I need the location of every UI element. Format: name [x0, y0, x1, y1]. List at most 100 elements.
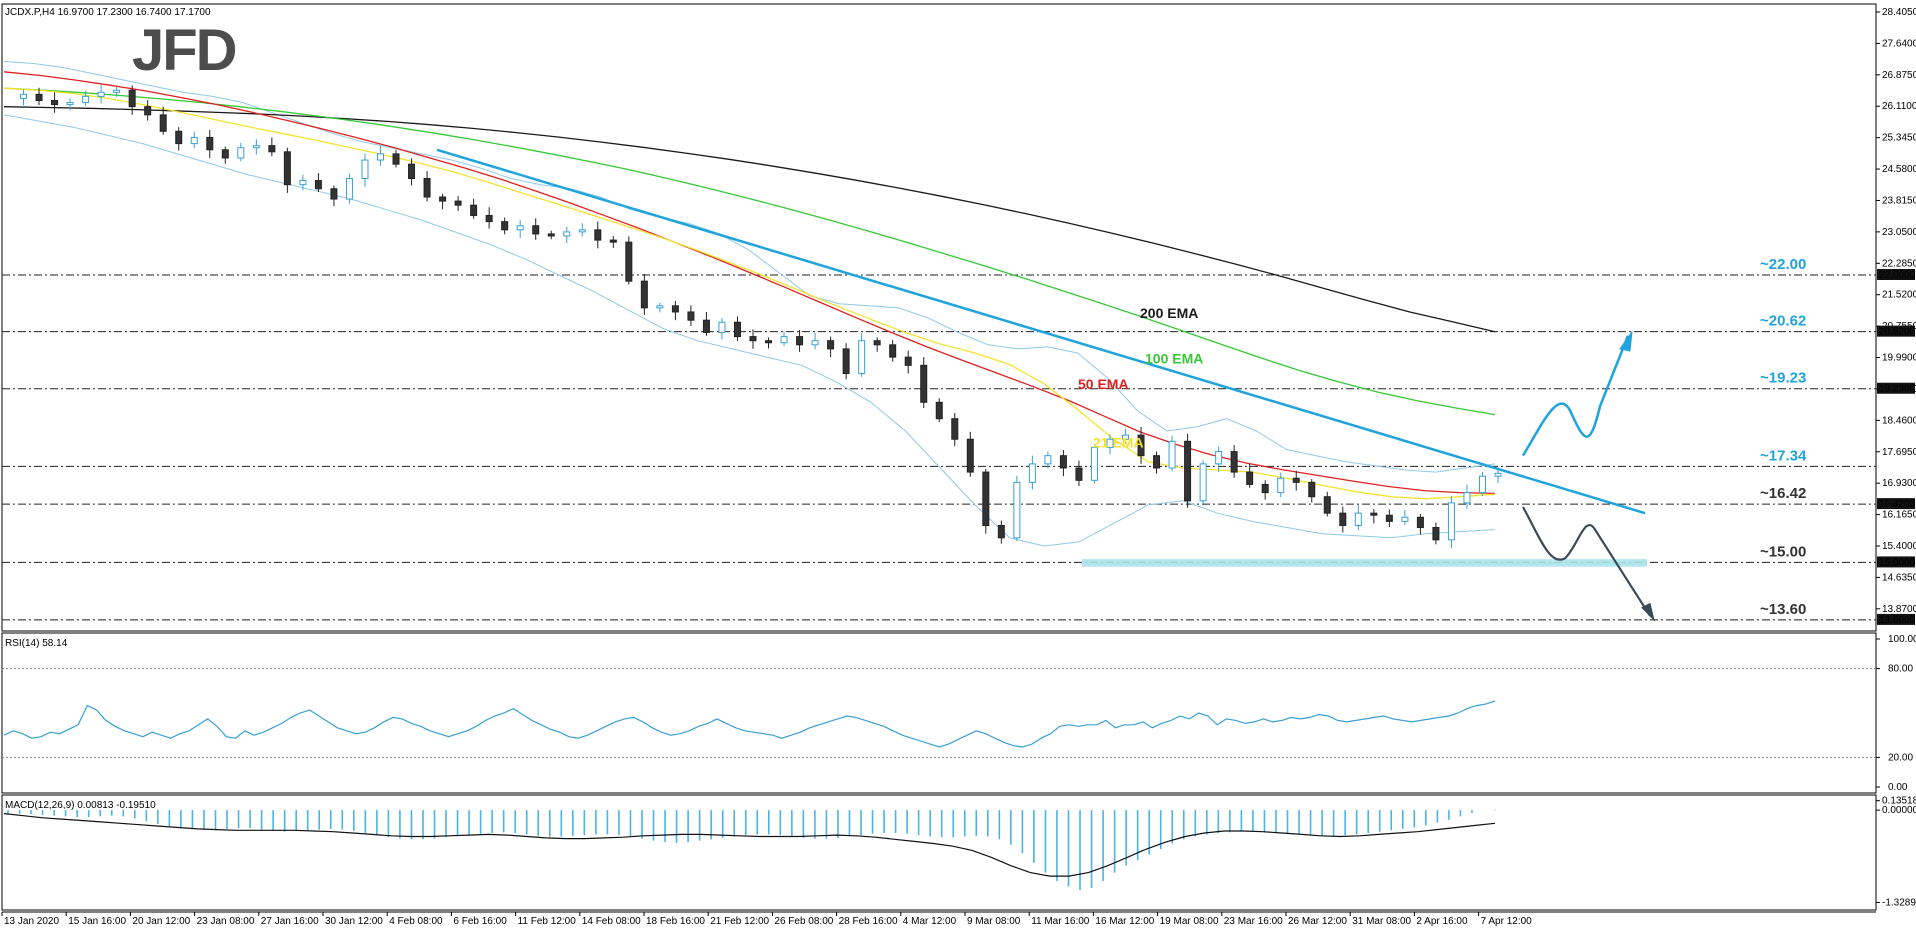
candle-bear	[454, 200, 462, 206]
x-tick-label: 9 Mar 08:00	[967, 916, 1021, 927]
candle-bear	[827, 340, 835, 350]
candle-bear	[594, 229, 602, 241]
support-zone	[1082, 559, 1647, 567]
y-tick-label: 27.6400	[1882, 38, 1916, 49]
candle-bull	[780, 336, 788, 344]
y-tick-label: 17.6950	[1882, 447, 1916, 458]
candle-bull	[1447, 502, 1455, 541]
candle-bear	[1385, 514, 1393, 522]
candle-bear	[1246, 471, 1254, 485]
y-tick-label: 15.4000	[1882, 541, 1916, 552]
rsi-tick-label: 20.00	[1888, 752, 1913, 763]
candle-bear	[159, 114, 167, 132]
candle-bull	[1013, 481, 1021, 539]
downtrend-line	[436, 148, 1646, 515]
candle-bear	[1308, 481, 1316, 498]
candle-bull	[1277, 477, 1285, 494]
candle-bear	[1230, 451, 1238, 473]
jfd-logo: JFD	[132, 18, 238, 83]
candle-bull	[1463, 492, 1471, 504]
candle-bear	[485, 214, 493, 223]
bullish-scenario-arrow	[1521, 335, 1630, 457]
y-tick-label: 24.5800	[1882, 164, 1916, 175]
level-tag: 16.4200	[1879, 499, 1916, 510]
x-tick-label: 27 Jan 16:00	[261, 916, 319, 927]
candle-bull	[718, 321, 726, 333]
x-tick-label: 21 Feb 12:00	[710, 916, 769, 927]
candle-bear	[1075, 467, 1083, 481]
candle-bear	[873, 340, 881, 346]
candle-bear	[1339, 512, 1347, 526]
level-tag-bg	[1877, 382, 1915, 394]
candle-bear	[439, 196, 447, 202]
x-tick-label: 23 Mar 16:00	[1224, 916, 1283, 927]
x-tick-label: 14 Feb 08:00	[582, 916, 641, 927]
x-tick-label: 30 Jan 12:00	[325, 916, 383, 927]
candle-bear	[547, 233, 555, 237]
candle-bear	[532, 225, 540, 235]
x-tick-label: 7 Apr 12:00	[1481, 916, 1533, 927]
candle-bull	[656, 305, 664, 309]
candle-bull	[858, 340, 866, 375]
candle-bull	[237, 147, 245, 159]
candle-bear	[687, 311, 695, 321]
candle-bear	[1323, 496, 1331, 514]
y-tick-label: 16.1650	[1882, 510, 1916, 521]
candle-bull	[1106, 438, 1114, 448]
rsi-tick-label: 80.00	[1888, 664, 1913, 675]
y-tick-label: 19.9900	[1882, 353, 1916, 364]
x-tick-label: 28 Feb 16:00	[839, 916, 898, 927]
bollinger-lower	[3, 114, 1496, 547]
level-label: ~16.42	[1760, 485, 1806, 502]
level-tag-bg	[1877, 498, 1915, 510]
y-tick-label: 14.6350	[1882, 572, 1916, 583]
candle-bear	[1370, 512, 1378, 516]
level-label: ~20.62	[1760, 313, 1806, 330]
candle-bear	[206, 136, 214, 151]
candle-bull	[1168, 440, 1176, 469]
y-tick-label: 21.5200	[1882, 290, 1916, 301]
x-tick-label: 13 Jan 2020	[4, 916, 59, 927]
candle-bull	[20, 93, 28, 99]
candle-bear	[1292, 477, 1300, 483]
candle-bear	[392, 153, 400, 165]
y-tick-label: 25.3450	[1882, 133, 1916, 144]
macd-tick-label: 0.13518	[1882, 796, 1916, 807]
candle-bull	[82, 95, 90, 104]
candle-bear	[982, 471, 990, 526]
candle-bull	[190, 136, 198, 145]
rsi-pane-border	[1, 632, 1877, 794]
candle-bear	[765, 340, 773, 344]
candle-bull	[1215, 451, 1223, 465]
y-tick-label: 18.4600	[1882, 415, 1916, 426]
candle-bear	[1432, 527, 1440, 541]
y-tick-label: 26.8750	[1882, 70, 1916, 81]
ema100-label: 100 EMA	[1145, 350, 1203, 366]
ema50-line	[3, 71, 1496, 495]
candle-bear	[35, 93, 43, 101]
y-tick-label: 23.8150	[1882, 195, 1916, 206]
level-tag-bg	[1877, 613, 1915, 625]
candle-bear	[175, 130, 183, 145]
candle-bear	[997, 524, 1005, 539]
x-tick-label: 23 Jan 08:00	[197, 916, 255, 927]
candle-bear	[796, 336, 804, 346]
candle-bear	[842, 348, 850, 375]
candle-bear	[423, 178, 431, 198]
level-label: ~17.34	[1760, 447, 1807, 464]
bearish-scenario-arrow	[1522, 506, 1651, 617]
candle-bear	[1059, 455, 1067, 469]
x-tick-label: 31 Mar 08:00	[1352, 916, 1411, 927]
candle-bear	[966, 438, 974, 473]
candle-bull	[377, 153, 384, 161]
candle-bear	[1184, 440, 1192, 502]
x-tick-label: 19 Mar 08:00	[1160, 916, 1219, 927]
level-tag: 19.2300	[1879, 384, 1916, 395]
x-tick-label: 4 Mar 12:00	[903, 916, 957, 927]
candle-bear	[51, 99, 59, 106]
candle-bull	[563, 231, 571, 237]
candle-bear	[470, 204, 478, 216]
candle-bull	[1354, 512, 1362, 526]
y-tick-label: 16.9300	[1882, 478, 1916, 489]
